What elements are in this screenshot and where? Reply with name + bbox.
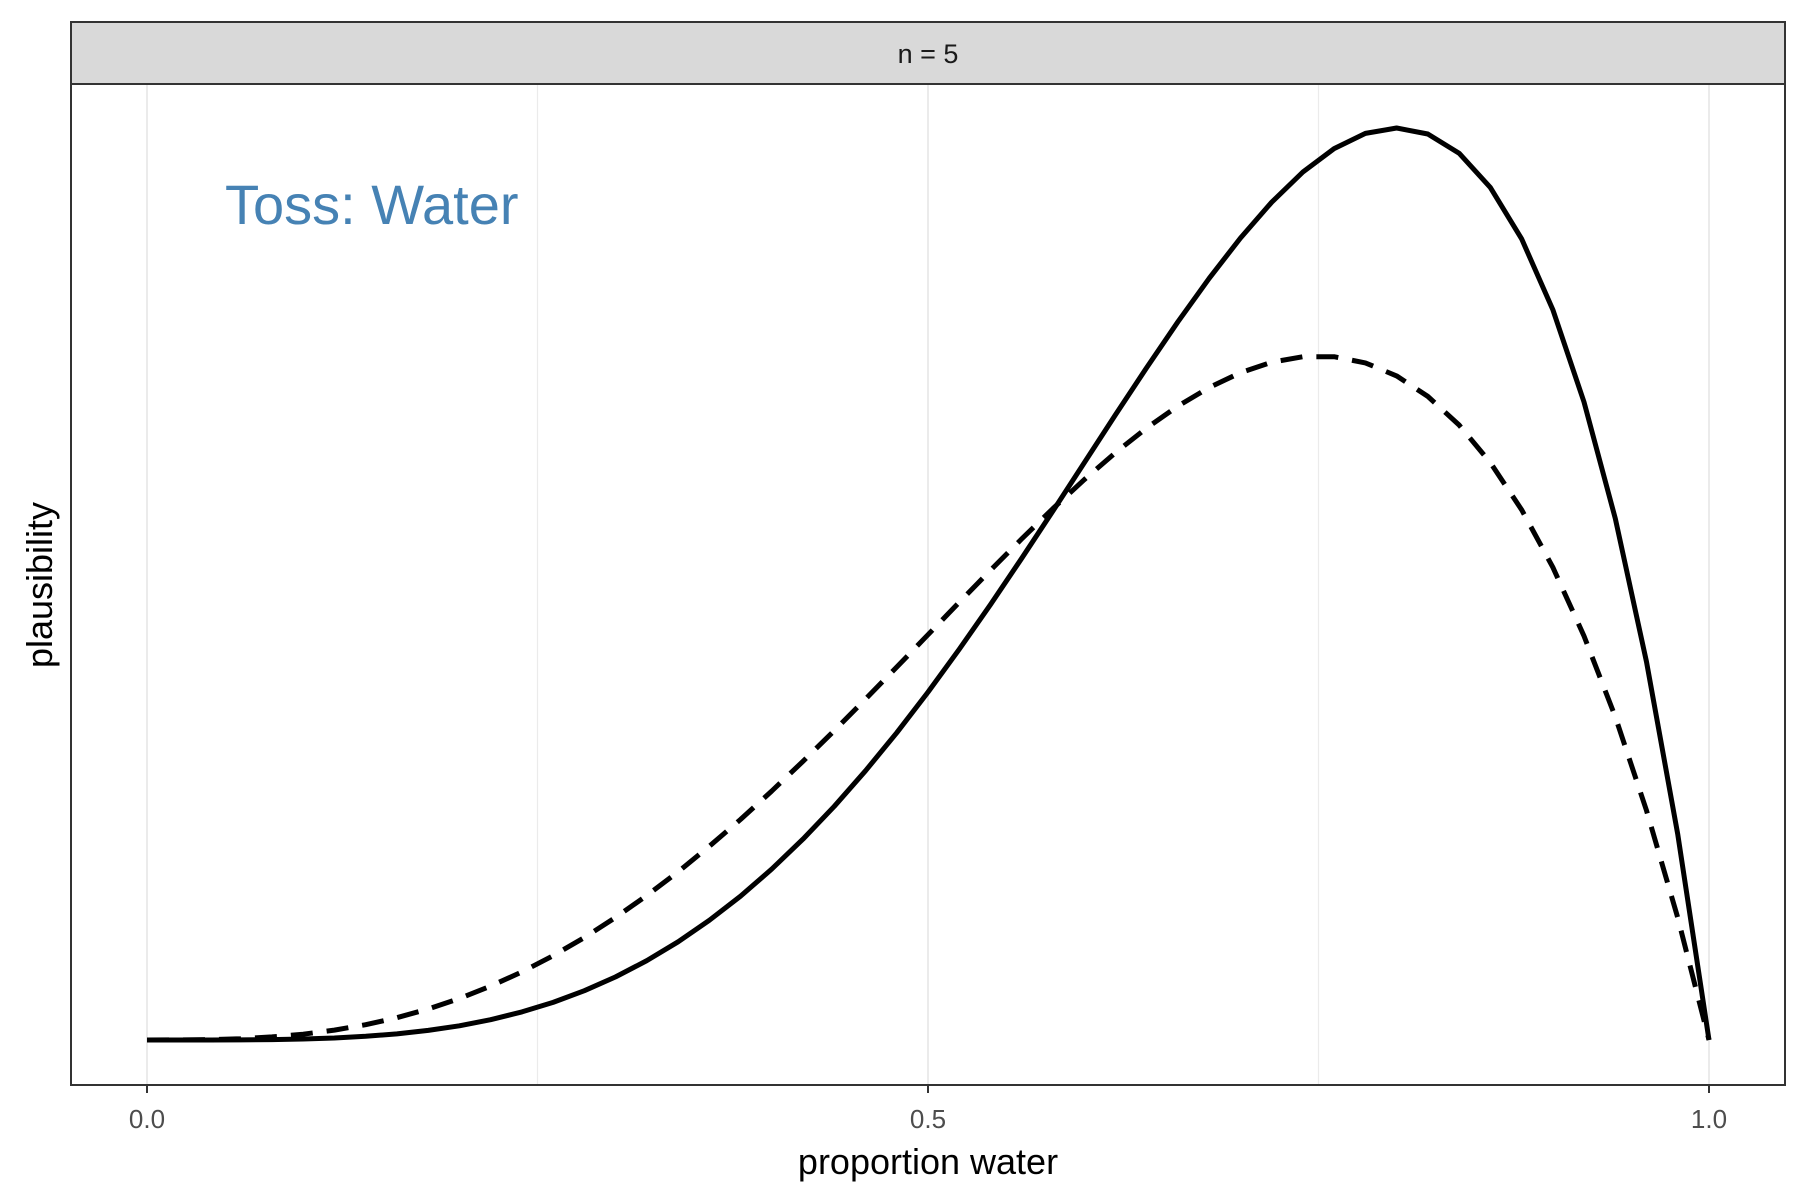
prior-curve-dashed xyxy=(146,354,1712,1043)
x-axis-title: proportion water xyxy=(798,1141,1058,1182)
y-axis-title: plausibility xyxy=(19,502,60,668)
x-tick-label: 0.5 xyxy=(910,1104,946,1134)
x-axis: 0.0 0.5 1.0 xyxy=(129,1085,1727,1134)
annotation-label: Toss: Water xyxy=(225,173,519,236)
x-tick-label: 0.0 xyxy=(129,1104,165,1134)
facet-strip xyxy=(70,21,1786,85)
series-group xyxy=(146,125,1712,1043)
facet-strip-label: n = 5 xyxy=(898,39,959,69)
posterior-curve-solid xyxy=(147,125,1712,1043)
x-tick-label: 1.0 xyxy=(1691,1104,1727,1134)
gridlines xyxy=(146,84,1710,1085)
